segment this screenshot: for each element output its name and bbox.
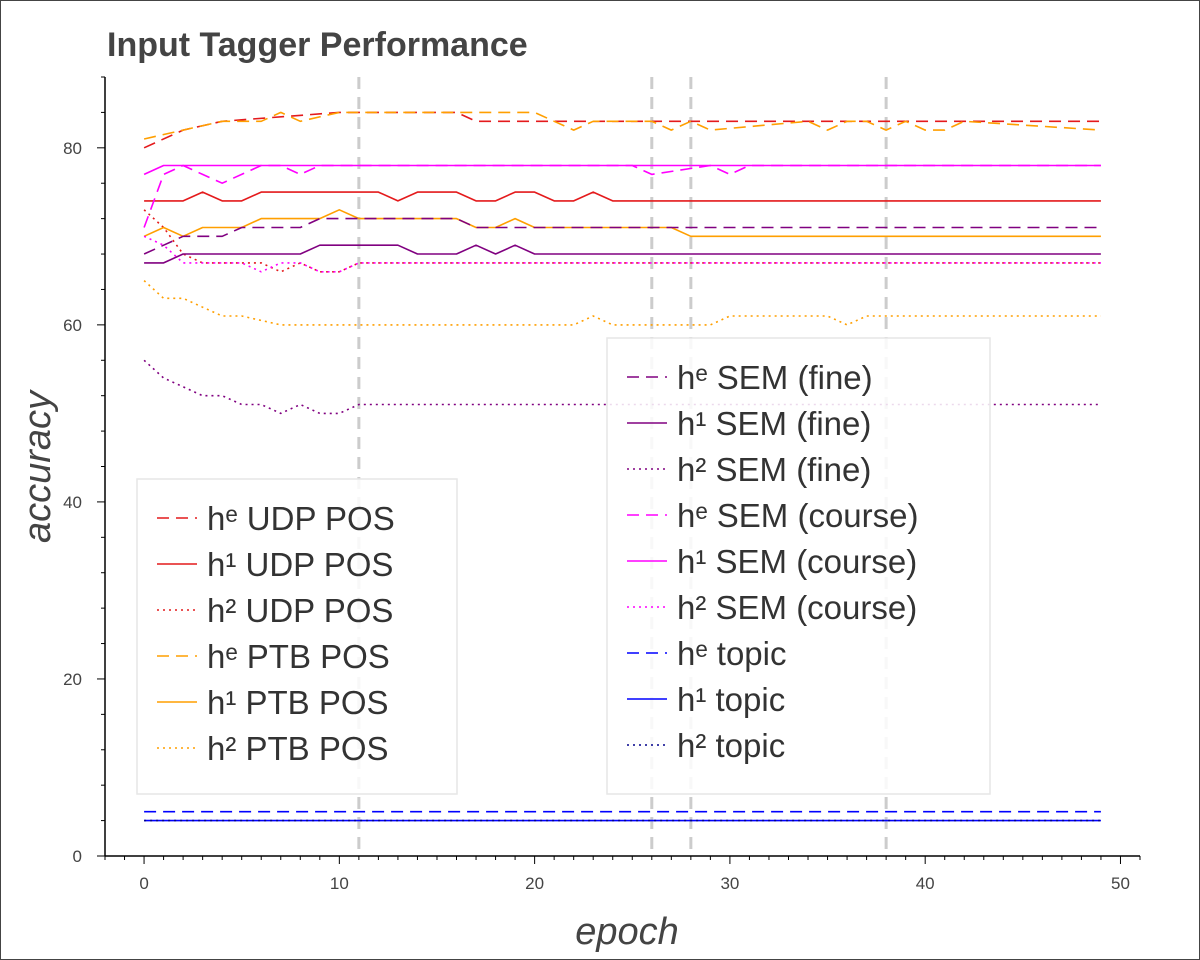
legend-label: hᵉ UDP POS — [207, 500, 395, 537]
legend-lower-left: hᵉ UDP POS h¹ UDP POS h² UDP POS hᵉ PTB POS… — [136, 478, 458, 795]
series-line-11 — [143, 235, 1101, 273]
series-line-7 — [144, 244, 1101, 264]
x-tick-label: 30 — [720, 874, 739, 893]
legend-label: h¹ PTB POS — [207, 684, 389, 721]
y-tick-label: 20 — [63, 670, 82, 689]
series-line-3 — [143, 111, 1101, 140]
legend-box — [606, 337, 991, 795]
legend-label: hᵉ SEM (fine) — [677, 359, 873, 396]
y-axis-label: accuracy — [17, 389, 59, 543]
legend-center-right: hᵉ SEM (fine) h¹ SEM (fine) h² SEM (fine) h… — [606, 337, 991, 795]
legend-label: h¹ SEM (course) — [677, 543, 917, 580]
x-axis-label: epoch — [575, 911, 679, 953]
legends: hᵉ UDP POS h¹ UDP POS h² UDP POS hᵉ PTB POS… — [136, 337, 991, 795]
y-tick-label: 60 — [63, 316, 82, 335]
legend-label: h² UDP POS — [207, 592, 393, 629]
series-line-10 — [143, 164, 1101, 176]
legend-label: hᵉ PTB POS — [207, 638, 390, 675]
series-line-1 — [144, 191, 1101, 202]
chart-title: Input Tagger Performance — [107, 26, 528, 64]
legend-label: h¹ topic — [677, 681, 785, 718]
x-tick-label: 50 — [1111, 874, 1130, 893]
legend-label: h¹ UDP POS — [207, 546, 393, 583]
legend-label: h² SEM (course) — [677, 589, 917, 626]
legend-label: h² PTB POS — [207, 730, 389, 767]
series-line-6 — [143, 217, 1101, 255]
series-line-0 — [143, 111, 1101, 149]
legend-label: h² topic — [677, 727, 785, 764]
series-line-9 — [143, 164, 1101, 228]
legend-label: hᵉ SEM (course) — [677, 497, 919, 534]
legend-label: h¹ SEM (fine) — [677, 405, 871, 442]
y-tick-label: 0 — [73, 847, 82, 866]
y-tick-label: 40 — [63, 493, 82, 512]
x-tick-label: 10 — [330, 874, 349, 893]
legend-label: h² SEM (fine) — [677, 451, 871, 488]
series-line-5 — [143, 280, 1101, 326]
x-tick-label: 20 — [525, 874, 544, 893]
y-tick-label: 80 — [63, 139, 82, 158]
x-tick-label: 0 — [139, 874, 148, 893]
series-line-4 — [143, 209, 1101, 238]
series-lines — [143, 111, 1101, 822]
x-tick-label: 40 — [916, 874, 935, 893]
axis-ticks: 0 10 20 30 40 50 0 20 40 60 80 — [63, 76, 1141, 893]
legend-label: hᵉ topic — [677, 635, 787, 672]
legend-box — [136, 478, 458, 795]
